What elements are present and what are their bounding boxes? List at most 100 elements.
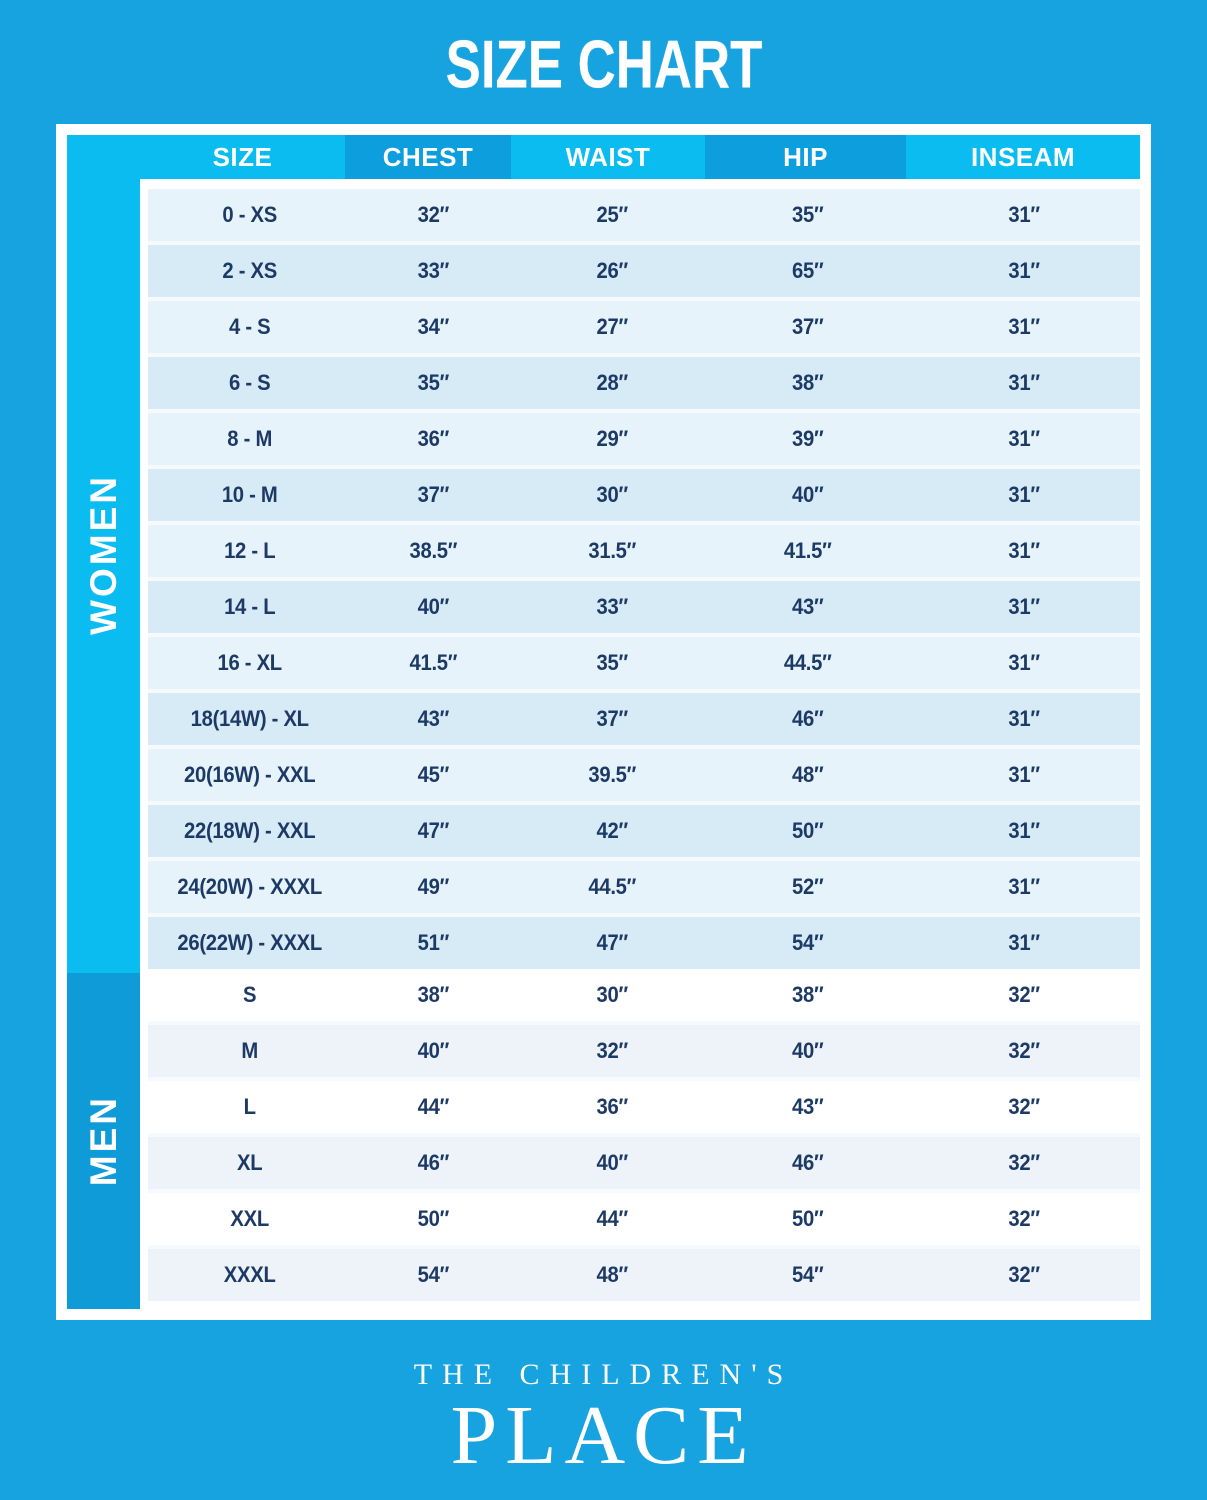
table-cell: L xyxy=(243,1094,256,1119)
table-cell: 20(16W) - XXL xyxy=(183,762,316,787)
table-inner: WOMEN MEN SIZE CHEST WAIST HIP INSEAM 0 … xyxy=(67,135,1140,1309)
table-cell: 37″ xyxy=(596,706,629,731)
table-cell: 50″ xyxy=(418,1206,450,1231)
table-cell: S xyxy=(243,982,257,1007)
table-cell: 40″ xyxy=(792,482,824,507)
table-cell: 14 - L xyxy=(224,594,276,619)
table-cell: 31″ xyxy=(1008,426,1040,451)
table-cell: 48″ xyxy=(596,1262,629,1287)
table-cell: 50″ xyxy=(792,1206,824,1231)
table-cell: 65″ xyxy=(792,258,824,283)
table-cell: 38″ xyxy=(792,982,824,1007)
table-cell: 36″ xyxy=(418,426,450,451)
table-cell: 6 - S xyxy=(228,370,271,395)
table-cell: 44.5″ xyxy=(588,874,637,899)
table-cell: 12 - L xyxy=(224,538,276,563)
table-cell: 42″ xyxy=(596,818,629,843)
table-cell: 31.5″ xyxy=(588,538,637,563)
table-cell: 2 - XS xyxy=(222,258,277,283)
header-size: SIZE xyxy=(140,135,345,179)
table-cell: 27″ xyxy=(596,314,629,339)
table-row: M 40″ 32″ 40″ 32″ xyxy=(148,1021,1140,1077)
table-cell: 31″ xyxy=(1008,314,1040,339)
table-cell: 0 - XS xyxy=(222,202,277,227)
table-cell: 22(18W) - XXL xyxy=(183,818,316,843)
header-waist: WAIST xyxy=(511,135,705,179)
table-row: 2 - XS 33″ 26″ 65″ 31″ xyxy=(148,241,1140,297)
brand-name-top: THE CHILDREN'S xyxy=(413,1358,794,1391)
table-row: XXL 50″ 44″ 50″ 32″ xyxy=(148,1189,1140,1245)
table-cell: 43″ xyxy=(792,594,824,619)
table-cell: 54″ xyxy=(792,1262,824,1287)
brand-name-main: PLACE xyxy=(450,1389,757,1482)
header-hip: HIP xyxy=(705,135,906,179)
table-cell: 32″ xyxy=(1008,1150,1040,1175)
table-cell: 52″ xyxy=(792,874,824,899)
table-cell: 31″ xyxy=(1008,594,1040,619)
table-row: 6 - S 35″ 28″ 38″ 31″ xyxy=(148,353,1140,409)
table-cell: 51″ xyxy=(418,930,450,955)
table-row: 24(20W) - XXXL 49″ 44.5″ 52″ 31″ xyxy=(148,857,1140,913)
table-cell: 44″ xyxy=(418,1094,450,1119)
table-cell: 8 - M xyxy=(227,426,273,451)
table-row: 26(22W) - XXXL 51″ 47″ 54″ 31″ xyxy=(148,913,1140,969)
table-cell: 40″ xyxy=(792,1038,824,1063)
women-rows: 0 - XS 32″ 25″ 35″ 31″ 2 - XS 33″ 26″ 65″ 31″ 4 - … xyxy=(148,189,1140,969)
table-cell: 41.5″ xyxy=(784,538,833,563)
title-container: SIZE CHART xyxy=(0,0,1207,102)
table-cell: 30″ xyxy=(596,982,629,1007)
table-cell: 43″ xyxy=(792,1094,824,1119)
table-cell: 32″ xyxy=(596,1038,629,1063)
table-cell: 47″ xyxy=(418,818,450,843)
table-cell: 43″ xyxy=(418,706,450,731)
table-cell: 32″ xyxy=(1008,1206,1040,1231)
table-cell: 4 - S xyxy=(228,314,271,339)
table-row: XL 46″ 40″ 46″ 32″ xyxy=(148,1133,1140,1189)
table-cell: 38″ xyxy=(418,982,450,1007)
table-cell: 35″ xyxy=(596,650,629,675)
table-cell: 25″ xyxy=(596,202,629,227)
table-cell: 46″ xyxy=(792,1150,824,1175)
table-cell: 49″ xyxy=(418,874,450,899)
header-chest: CHEST xyxy=(345,135,511,179)
table-cell: 35″ xyxy=(792,202,824,227)
page-title: SIZE CHART xyxy=(445,26,762,102)
sidebar-section-men: MEN xyxy=(67,973,140,1309)
table-cell: 37″ xyxy=(792,314,824,339)
table-cell: 39.5″ xyxy=(588,762,637,787)
table-row: 18(14W) - XL 43″ 37″ 46″ 31″ xyxy=(148,689,1140,745)
table-cell: 37″ xyxy=(418,482,450,507)
table-cell: 46″ xyxy=(792,706,824,731)
table-cell: 31″ xyxy=(1008,258,1040,283)
table-cell: 32″ xyxy=(1008,982,1040,1007)
table-row: S 38″ 30″ 38″ 32″ xyxy=(148,969,1140,1021)
table-cell: 45″ xyxy=(418,762,450,787)
table-cell: 40″ xyxy=(418,594,450,619)
brand-footer: THE CHILDREN'S PLACE xyxy=(0,1358,1207,1478)
table-row: 4 - S 34″ 27″ 37″ 31″ xyxy=(148,297,1140,353)
women-section-label: WOMEN xyxy=(82,473,124,635)
table-cell: 31″ xyxy=(1008,538,1040,563)
table-cell: 46″ xyxy=(418,1150,450,1175)
table-cell: 31″ xyxy=(1008,482,1040,507)
table-cell: 44″ xyxy=(596,1206,629,1231)
table-cell: 10 - M xyxy=(221,482,278,507)
table-header-row: SIZE CHEST WAIST HIP INSEAM xyxy=(140,135,1140,179)
men-section-label: MEN xyxy=(82,1095,124,1187)
table-cell: 35″ xyxy=(418,370,450,395)
table-cell: 44.5″ xyxy=(784,650,833,675)
table-cell: 33″ xyxy=(596,594,629,619)
table-cell: 54″ xyxy=(792,930,824,955)
table-row: 22(18W) - XXL 47″ 42″ 50″ 31″ xyxy=(148,801,1140,857)
table-cell: 47″ xyxy=(596,930,629,955)
table-cell: 33″ xyxy=(418,258,450,283)
men-rows: S 38″ 30″ 38″ 32″ M 40″ 32″ 40″ 32″ L 44″ 36″ 43″ 32″ X… xyxy=(148,969,1140,1301)
table-cell: XL xyxy=(237,1150,263,1175)
table-row: 0 - XS 32″ 25″ 35″ 31″ xyxy=(148,189,1140,241)
table-row: 12 - L 38.5″ 31.5″ 41.5″ 31″ xyxy=(148,521,1140,577)
section-sidebar: WOMEN MEN xyxy=(67,135,140,1309)
table-cell: 26″ xyxy=(596,258,629,283)
table-row: XXXL 54″ 48″ 54″ 32″ xyxy=(148,1245,1140,1301)
table-content: SIZE CHEST WAIST HIP INSEAM 0 - XS 32″ 25″… xyxy=(140,135,1140,1309)
table-row: 14 - L 40″ 33″ 43″ 31″ xyxy=(148,577,1140,633)
